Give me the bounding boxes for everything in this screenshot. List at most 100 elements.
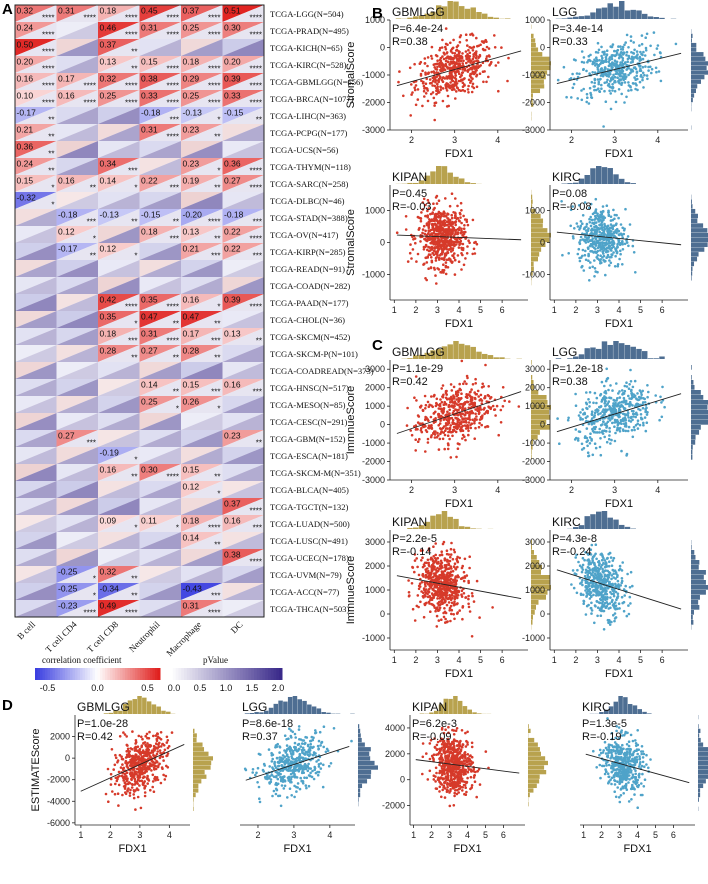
cell-stars: **** [250, 167, 262, 176]
scatter-point [633, 48, 636, 52]
scatter-point [608, 73, 611, 76]
cell-pvalue-triangle [181, 73, 223, 90]
scatter-point [436, 82, 439, 86]
cell-value: 0.25 [183, 91, 200, 101]
scatter-point [617, 88, 621, 91]
scatter-point [625, 95, 628, 99]
heatmap-cell: 0.16* [181, 294, 223, 312]
scatter-point [441, 64, 445, 68]
cell-stars: ** [214, 354, 220, 363]
histogram-bar [691, 93, 695, 98]
y-tick-label: -1000 [522, 70, 545, 80]
histogram-bar [395, 18, 402, 19]
y-tick-label: 0 [380, 420, 385, 430]
scatter-point [420, 211, 423, 214]
scatter-point [468, 566, 471, 570]
cell-stars: ** [131, 65, 137, 74]
heatmap-cell [222, 141, 264, 158]
scatter-point [601, 250, 604, 254]
cell-value: 0.32 [100, 74, 117, 84]
scatter-point [590, 417, 594, 420]
scatter-point [438, 232, 441, 235]
scatter-point [603, 395, 606, 398]
cell-stars: * [93, 235, 96, 244]
histogram-bar [531, 75, 546, 80]
cell-pvalue-triangle [56, 396, 98, 413]
scatter-point [580, 448, 584, 451]
scatter-point [624, 419, 627, 422]
heatmap-cell [181, 447, 223, 464]
scatter-point [457, 63, 460, 66]
cell-pvalue-triangle [15, 209, 57, 226]
scatter-point [409, 243, 412, 246]
scatter-point [602, 408, 605, 411]
heatmap-row-label: TCGA-SKCM-P(N=101) [270, 349, 358, 359]
scatter-point [611, 389, 614, 392]
scatter-point [449, 228, 453, 231]
scatter-point [612, 403, 616, 407]
scatter-point [650, 67, 654, 71]
cell-value: -0.20 [183, 210, 203, 220]
scatter-point [604, 233, 607, 236]
scatter-point [631, 244, 635, 248]
heatmap-cell: 0.32** [98, 566, 140, 584]
scatter-point [462, 263, 466, 267]
legend-p-swatch [209, 668, 213, 680]
p-value-label: P=0.45 [392, 188, 427, 200]
scatter-point [611, 243, 615, 247]
scatter-point [489, 62, 492, 66]
scatter-point [463, 77, 466, 80]
scatter-point [460, 221, 463, 225]
cell-pvalue-triangle [181, 39, 223, 56]
cell-value: 0.16 [17, 74, 34, 84]
cell-pvalue-triangle [56, 311, 98, 328]
scatter-point [440, 387, 444, 390]
scatter-point [433, 62, 437, 66]
scatter-point [467, 597, 470, 601]
cell-pvalue-triangle [56, 260, 98, 277]
cell-value: 0.13 [224, 329, 241, 339]
legend-cc-swatch [40, 668, 43, 680]
scatter-point [594, 232, 598, 236]
cell-pvalue-triangle [98, 549, 140, 566]
cell-pvalue-triangle [15, 5, 57, 22]
cell-value: 0.42 [100, 295, 117, 305]
scatter-point [465, 252, 469, 255]
scatter-point [593, 225, 596, 229]
cell-stars: *** [170, 184, 179, 193]
heatmap-cell: -0.13** [98, 209, 140, 227]
heatmap-cell: 0.16*** [222, 515, 264, 533]
heatmap-cell: 0.13** [222, 328, 264, 346]
scatter-point [461, 88, 465, 92]
chart-title: GBMLGG [392, 345, 445, 359]
scatter-point [600, 226, 604, 229]
heatmap-cell [15, 583, 57, 600]
scatter-point [614, 421, 618, 424]
scatter-point [449, 619, 452, 623]
scatter-point [428, 78, 432, 81]
histogram-bar [493, 17, 499, 19]
scatter-point [426, 558, 430, 562]
heatmap-row-label: TCGA-PAAD(N=177) [270, 298, 349, 308]
scatter-point [594, 50, 598, 54]
scatter-point [595, 225, 598, 229]
legend-cc-swatch [82, 668, 86, 680]
legend-p-swatch [220, 668, 224, 680]
scatter-point [459, 79, 463, 83]
cell-value: 0.24 [17, 159, 34, 169]
scatter-point [497, 61, 500, 64]
scatter-point [615, 250, 619, 254]
scatter-point [446, 244, 449, 247]
scatter-point [630, 428, 634, 432]
heatmap-cell [222, 481, 264, 498]
heatmap-cell: -0.34** [98, 583, 140, 601]
cell-pvalue-triangle [98, 396, 140, 413]
x-tick-label: 2 [409, 135, 414, 145]
scatter-point [418, 437, 421, 441]
scatter-point [448, 398, 452, 401]
scatter-point [448, 408, 452, 412]
cell-pvalue-triangle [222, 396, 264, 413]
scatter-point [581, 248, 585, 252]
scatter-point [456, 447, 460, 451]
histogram-bar [407, 182, 413, 184]
